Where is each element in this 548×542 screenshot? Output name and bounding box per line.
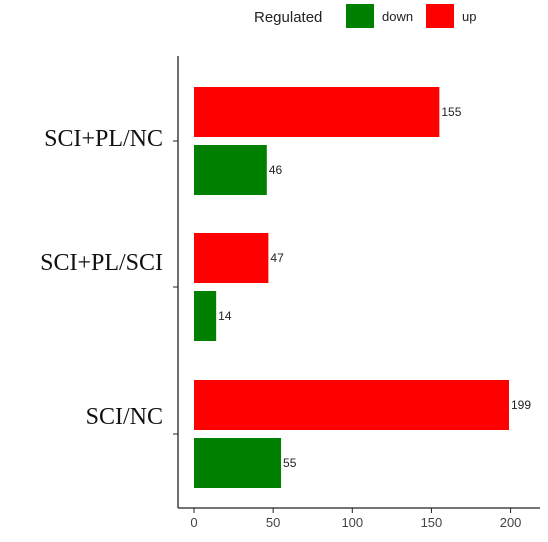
category-label: SCI/NC xyxy=(86,404,163,430)
legend-swatch-down xyxy=(346,4,374,28)
category-label: SCI+PL/SCI xyxy=(40,250,163,276)
x-ticks: 0 50 100 150 200 xyxy=(190,508,521,530)
bar-down xyxy=(194,145,267,195)
legend-swatch-up xyxy=(426,4,454,28)
x-tick-label: 50 xyxy=(266,515,280,530)
bar-up xyxy=(194,233,269,283)
bar-down xyxy=(194,291,217,341)
axes xyxy=(177,56,540,509)
data-label: 14 xyxy=(218,309,232,323)
legend: Regulated down up xyxy=(254,4,476,28)
bar-up xyxy=(194,87,440,137)
data-label: 55 xyxy=(283,456,297,470)
bar-down xyxy=(194,438,282,488)
legend-label-up: up xyxy=(462,9,476,24)
x-tick-label: 100 xyxy=(341,515,363,530)
legend-title: Regulated xyxy=(254,9,322,26)
data-label: 46 xyxy=(269,163,283,177)
bars: 155 46 47 14 199 55 xyxy=(173,87,531,488)
data-label: 199 xyxy=(511,398,531,412)
category-label: SCI+PL/NC xyxy=(44,126,163,152)
legend-label-down: down xyxy=(382,9,413,24)
data-label: 47 xyxy=(270,251,284,265)
x-tick-label: 200 xyxy=(500,515,522,530)
bar-up xyxy=(194,380,509,430)
data-label: 155 xyxy=(441,105,461,119)
x-tick-label: 0 xyxy=(190,515,197,530)
x-tick-label: 150 xyxy=(421,515,443,530)
